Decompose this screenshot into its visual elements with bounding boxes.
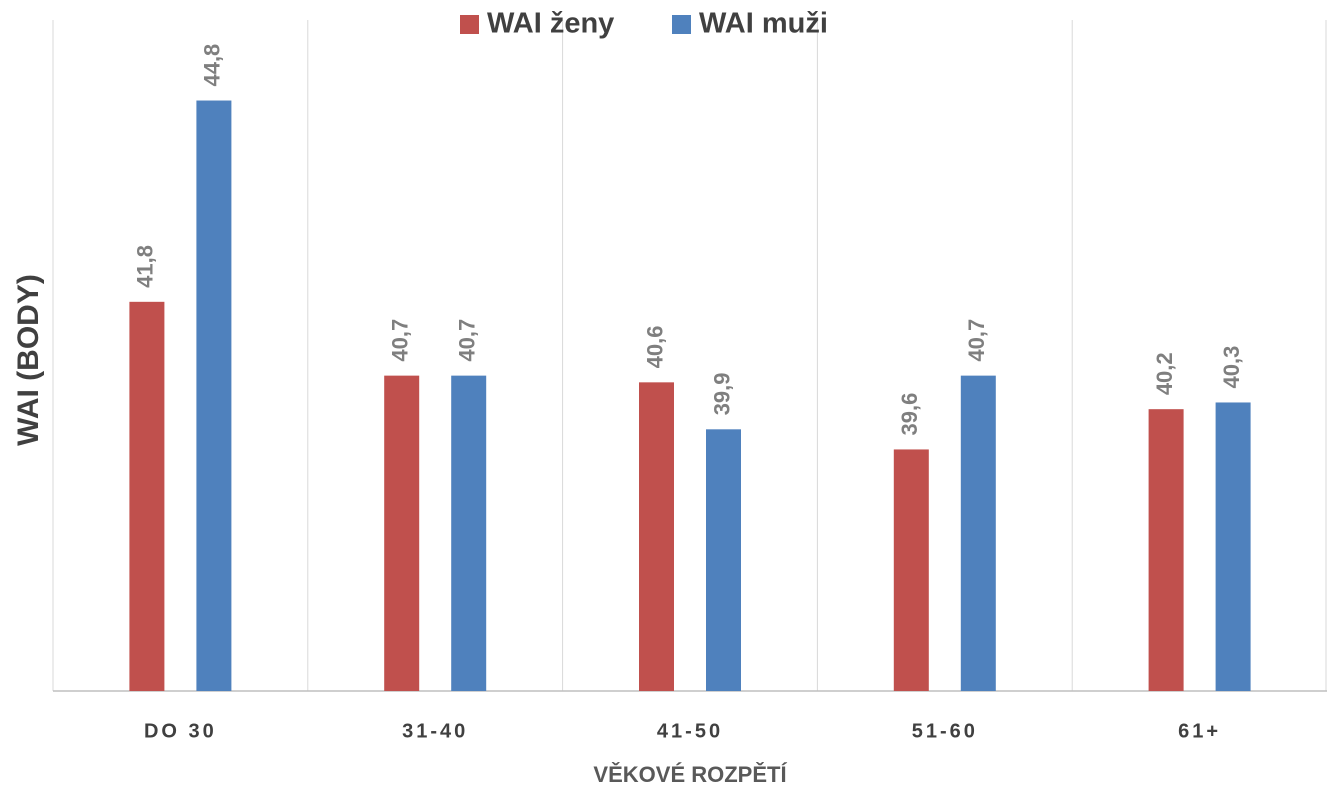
data-label: 41,8 <box>133 245 158 288</box>
data-label: 44,8 <box>200 44 225 87</box>
x-tick-label: 31-40 <box>402 720 468 742</box>
data-label: 40,7 <box>455 319 480 362</box>
bar <box>893 449 929 691</box>
bar <box>639 382 674 691</box>
data-label: 40,6 <box>642 326 667 369</box>
bar <box>960 375 996 691</box>
bar <box>129 301 165 691</box>
data-label: 40,2 <box>1152 352 1177 395</box>
y-axis-label: WAI (BODY) <box>12 274 45 446</box>
x-tick-label: 51-60 <box>912 720 978 742</box>
legend-swatch <box>460 15 479 34</box>
data-label: 39,9 <box>709 372 734 415</box>
legend-label: WAI muži <box>699 8 828 40</box>
bar <box>706 429 741 691</box>
legend-swatch <box>672 15 691 34</box>
bar <box>384 375 420 691</box>
bar <box>196 100 232 691</box>
data-label: 39,6 <box>897 393 922 436</box>
legend-label: WAI ženy <box>487 8 614 40</box>
x-tick-label: 61+ <box>1178 720 1221 742</box>
data-label: 40,7 <box>388 319 413 362</box>
x-axis-label: VĚKOVÉ ROZPĚTÍ <box>593 762 787 787</box>
data-label: 40,3 <box>1219 346 1244 389</box>
bar <box>451 375 487 691</box>
bar <box>1148 409 1184 691</box>
x-tick-label: DO 30 <box>144 720 217 742</box>
x-tick-label: 41-50 <box>657 720 723 742</box>
data-label: 40,7 <box>964 319 989 362</box>
bar <box>1215 402 1251 691</box>
